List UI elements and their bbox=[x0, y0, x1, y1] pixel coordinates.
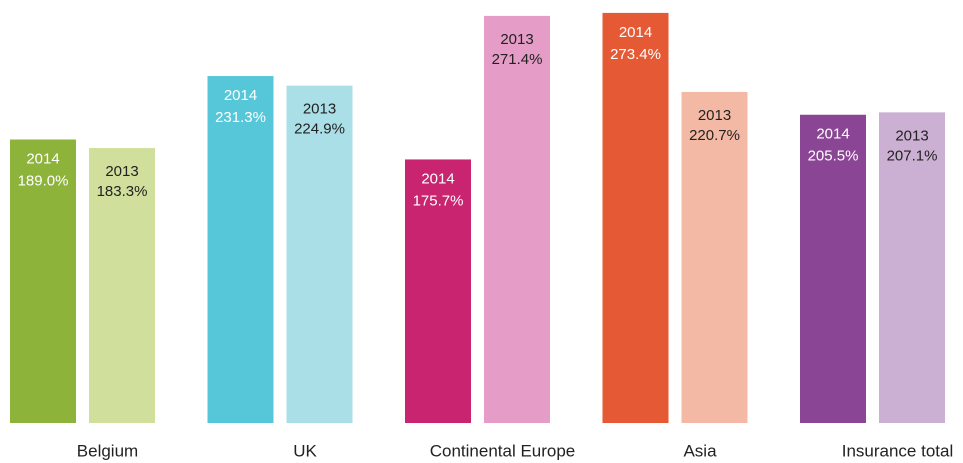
bar bbox=[800, 114, 866, 423]
bar-value-label: 224.9% bbox=[294, 121, 345, 138]
bar-series-label: 2014 bbox=[421, 170, 454, 187]
bar bbox=[681, 91, 748, 423]
bar-series-label: 2013 bbox=[895, 127, 928, 144]
bar-value-label: 271.4% bbox=[492, 51, 543, 68]
bar bbox=[879, 112, 945, 423]
category-label: Insurance total bbox=[842, 441, 954, 460]
bar-value-label: 207.1% bbox=[887, 147, 938, 164]
bar-value-label: 183.3% bbox=[97, 183, 148, 200]
bar bbox=[405, 159, 471, 423]
category-label: UK bbox=[293, 441, 317, 460]
bar-series-label: 2014 bbox=[619, 24, 652, 41]
bar-series-label: 2013 bbox=[303, 101, 336, 118]
bar-series-label: 2013 bbox=[500, 31, 533, 48]
bar bbox=[602, 12, 669, 424]
bar-value-label: 189.0% bbox=[18, 172, 69, 189]
bar-value-label: 231.3% bbox=[215, 109, 266, 126]
bar bbox=[89, 148, 155, 424]
bar bbox=[10, 139, 76, 423]
category-label: Continental Europe bbox=[430, 441, 576, 460]
bar-series-label: 2014 bbox=[224, 87, 257, 104]
bar-series-label: 2014 bbox=[816, 126, 849, 143]
bar-series-label: 2014 bbox=[26, 150, 59, 167]
bar bbox=[207, 76, 274, 424]
bar-value-label: 175.7% bbox=[413, 192, 464, 209]
category-label: Belgium bbox=[77, 441, 138, 460]
bar-value-label: 273.4% bbox=[610, 46, 661, 63]
bar-value-label: 205.5% bbox=[808, 148, 859, 165]
bar-series-label: 2013 bbox=[105, 163, 138, 180]
bar-series-label: 2013 bbox=[698, 107, 731, 124]
bar bbox=[286, 85, 353, 424]
bar-value-label: 220.7% bbox=[689, 127, 740, 144]
bar bbox=[484, 15, 550, 424]
category-label: Asia bbox=[683, 441, 717, 460]
